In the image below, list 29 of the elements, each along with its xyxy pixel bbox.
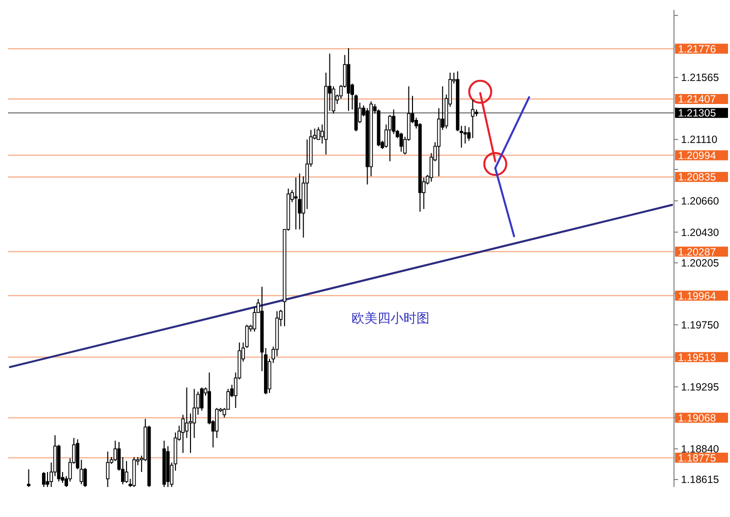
ref-line-label: 1.21776 [678,43,716,56]
ref-label: 1.19068 [675,412,728,424]
ref-line-label: 1.18775 [678,452,716,464]
y-tick-label: 1.20205 [681,258,719,270]
ref-line-label: 1.20287 [678,246,716,258]
ref-line-label: 1.19964 [678,290,716,302]
ref-label: 1.21305 [675,108,728,120]
y-tick-label: 1.21110 [681,134,718,146]
annotation: 欧美四小时图 [351,310,430,326]
ref-line-label: 1.21305 [678,108,716,120]
y-tick-label: 1.18615 [681,474,719,486]
ref-label: 1.20994 [675,150,728,162]
y-tick-label: 1.19295 [681,382,719,394]
y-tick-label: 1.19750 [681,320,719,332]
ref-label: 1.21407 [675,94,728,106]
ref-label: 1.20287 [675,246,728,258]
ref-label: 1.18775 [675,452,728,464]
ref-line-label: 1.19513 [678,352,716,364]
ref-label: 1.19964 [675,290,728,302]
y-tick-label: 1.20430 [681,226,719,239]
ref-label: 1.20835 [675,172,728,184]
y-tick-label: 1.20660 [681,196,719,208]
y-tick-label: 1.21565 [681,72,719,84]
ref-line-label: 1.21407 [678,94,716,106]
ref-line-label: 1.20994 [678,150,716,162]
ref-line-label: 1.19068 [678,412,716,424]
ref-label: 1.19513 [675,352,728,364]
ref-line-label: 1.20835 [678,172,716,184]
ref-label: 1.21776 [675,43,728,56]
